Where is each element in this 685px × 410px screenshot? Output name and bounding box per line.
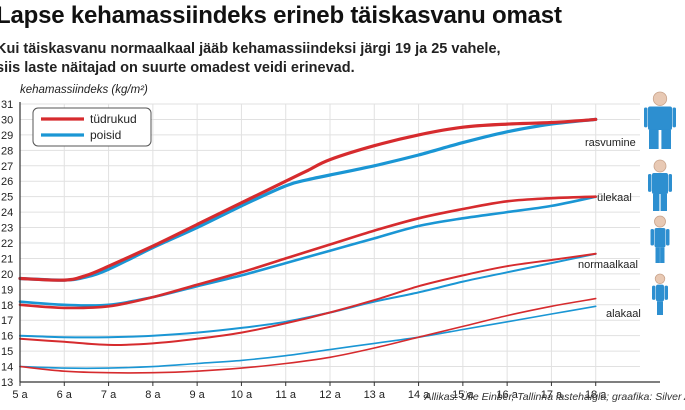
y-tick-label: 19: [1, 284, 13, 296]
axes: 13 14 15 16 17 18 19 20 21 22 23 24 25 26 27 28 29 30 31 5 …: [1, 99, 660, 401]
subtitle-line-2: siis laste näitajad on suurte omadest ve…: [0, 60, 355, 76]
arm: [666, 229, 670, 246]
y-tick-label: 18: [1, 300, 13, 312]
series-line-boys-alakaal: [19, 305, 597, 370]
leg: [660, 247, 665, 263]
torso: [648, 106, 672, 130]
legend-label: poisid: [90, 128, 121, 142]
arm: [664, 285, 668, 300]
normal-weight-person-icon: [650, 215, 670, 263]
series-line-boys-rasvumine: [18, 117, 598, 282]
x-tick-label: 9 a: [189, 389, 205, 401]
source-credit: Allikas: Ülle Einber, Tallinna lastehaig…: [424, 391, 685, 403]
torso: [652, 173, 668, 194]
leg: [649, 129, 659, 149]
arm: [668, 174, 672, 192]
head: [654, 215, 666, 228]
x-tick-label: 11 a: [275, 389, 296, 401]
x-tick-label: 5 a: [12, 389, 28, 401]
annotation-alakaal: alakaal: [606, 308, 641, 320]
arm: [650, 229, 654, 246]
y-tick-label: 16: [1, 331, 13, 343]
leg: [659, 301, 663, 315]
torso: [654, 228, 666, 248]
legend-label: tüdrukud: [90, 112, 137, 126]
arm: [672, 107, 676, 128]
y-tick-label: 21: [1, 253, 13, 265]
series-line-girls-ulekaal: [18, 195, 597, 310]
x-tick-label: 10 a: [231, 389, 253, 401]
leg: [661, 129, 671, 149]
series-lines: [18, 117, 598, 374]
leg: [655, 247, 660, 263]
arm: [644, 107, 648, 128]
chart-subtitle: Kui täiskasvanu normaalkaal jääb kehamas…: [0, 40, 501, 78]
leg: [653, 194, 660, 211]
y-tick-label: 14: [1, 362, 13, 374]
y-tick-label: 25: [1, 192, 13, 204]
y-tick-label: 22: [1, 238, 13, 250]
y-tick-label: 26: [1, 176, 13, 188]
y-tick-label: 23: [1, 223, 13, 235]
x-tick-label: 8 a: [145, 389, 161, 401]
x-tick-label: 15 a: [452, 389, 474, 401]
series-line-girls-normaalkaal: [19, 252, 597, 346]
x-tick-label: 14 a: [408, 389, 430, 401]
arm: [648, 174, 652, 192]
x-tick-label: 18 a: [585, 389, 607, 401]
leg: [660, 194, 667, 211]
series-line-girls-alakaal: [19, 297, 597, 374]
arm: [652, 285, 656, 300]
y-tick-label: 13: [1, 377, 13, 389]
y-tick-label: 17: [1, 315, 13, 327]
series-line-girls-rasvumine: [18, 117, 598, 282]
annotation-rasvumine: rasvumine: [585, 137, 636, 149]
head: [653, 159, 667, 173]
head: [652, 91, 668, 106]
annotations: rasvumine ülekaal normaalkaal alakaal: [578, 137, 641, 320]
obese-person-icon: [644, 91, 676, 149]
grid: [19, 103, 640, 383]
leg: [657, 301, 661, 315]
chart-title: Lapse kehamassiindeks erineb täiskasvanu…: [0, 2, 562, 29]
x-tick-label: 12 a: [319, 389, 341, 401]
y-tick-label: 20: [1, 269, 13, 281]
legend: tüdrukud poisid: [32, 107, 152, 147]
x-tick-label: 16 a: [496, 389, 518, 401]
y-tick-label: 29: [1, 130, 13, 142]
y-axis-label: kehamassiindeks (kg/m²): [20, 84, 148, 96]
overweight-person-icon: [648, 159, 672, 211]
person-figures: [644, 91, 676, 315]
x-tick-label: 13 a: [364, 389, 386, 401]
head: [654, 273, 666, 285]
y-tick-label: 24: [1, 207, 13, 219]
series-line-boys-ulekaal: [18, 195, 597, 307]
y-tick-label: 30: [1, 114, 13, 126]
x-tick-label: 17 a: [541, 389, 563, 401]
y-tick-label: 28: [1, 145, 13, 157]
annotation-ulekaal: ülekaal: [597, 192, 632, 204]
torso: [656, 284, 664, 302]
subtitle-line-1: Kui täiskasvanu normaalkaal jääb kehamas…: [0, 41, 501, 57]
x-tick-label: 7 a: [101, 389, 117, 401]
y-tick-label: 27: [1, 161, 13, 173]
annotation-normaalkaal: normaalkaal: [578, 259, 638, 271]
y-tick-label: 15: [1, 346, 13, 358]
y-tick-label: 31: [1, 99, 13, 111]
x-tick-label: 6 a: [57, 389, 73, 401]
underweight-person-icon: [652, 273, 668, 315]
